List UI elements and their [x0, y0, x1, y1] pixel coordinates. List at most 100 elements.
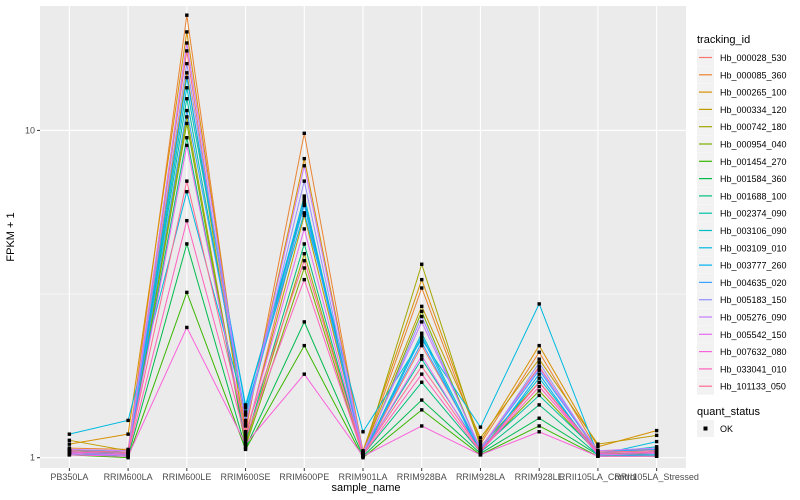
data-point [537, 384, 541, 389]
data-point [185, 242, 189, 246]
data-point [361, 430, 365, 434]
data-point [537, 366, 541, 370]
data-point [420, 343, 424, 348]
data-point [478, 453, 483, 457]
data-point [185, 325, 189, 330]
data-point [537, 416, 541, 420]
data-point [185, 143, 189, 148]
data-point [185, 71, 189, 75]
data-point [302, 179, 306, 183]
legend-label: Hb_000334_120 [720, 105, 787, 115]
data-point [537, 343, 541, 348]
data-point [185, 115, 189, 119]
legend-label: Hb_002374_090 [720, 209, 787, 219]
data-point [478, 442, 483, 446]
data-point [302, 213, 306, 218]
x-tick-label: RRIM928BA [397, 472, 447, 482]
color-legend-title: tracking_id [697, 34, 750, 46]
data-point [126, 418, 130, 423]
data-point [420, 309, 424, 314]
data-point [537, 424, 541, 428]
legend-label: Hb_003106_090 [720, 226, 787, 236]
data-point [67, 442, 72, 446]
data-point [420, 334, 424, 338]
data-point [596, 445, 600, 449]
data-point [243, 418, 248, 423]
x-tick-label: RRIM600PE [279, 472, 329, 482]
x-axis-title: sample_name [331, 482, 400, 494]
data-point [126, 454, 130, 458]
legend-label: Hb_000742_180 [720, 122, 787, 132]
data-point [243, 436, 248, 440]
x-tick-label: RRIM600LE [162, 472, 211, 482]
data-point [537, 368, 541, 372]
legend-label: Hb_001688_100 [720, 191, 787, 201]
series-layer [67, 13, 659, 460]
data-point [185, 13, 189, 17]
data-point [67, 453, 72, 457]
x-tick-label: PB350LA [50, 472, 88, 482]
data-point [420, 286, 424, 290]
shape-legend-symbol [703, 426, 708, 431]
data-point [67, 449, 72, 453]
shape-legend-label: OK [720, 424, 733, 434]
data-point [537, 361, 541, 365]
data-point [243, 420, 248, 425]
data-point [537, 302, 541, 306]
data-point [302, 194, 306, 198]
data-point [185, 97, 189, 101]
data-point [420, 337, 424, 342]
data-point [302, 252, 306, 256]
data-point [302, 320, 306, 324]
data-point [420, 331, 424, 335]
data-point [243, 432, 248, 436]
data-point [478, 425, 483, 429]
data-point [185, 121, 189, 126]
legend-label: Hb_001454_270 [720, 157, 787, 167]
data-point [185, 218, 189, 223]
x-tick-label: RRIM928LE [515, 472, 564, 482]
data-point [537, 430, 541, 434]
data-point [302, 211, 306, 215]
data-point [243, 439, 248, 444]
legend-label: Hb_005542_150 [720, 330, 787, 340]
data-point [243, 430, 248, 434]
data-point [185, 179, 189, 183]
data-point [420, 262, 424, 266]
data-point [185, 41, 189, 45]
data-point [537, 357, 541, 361]
plot-panel [40, 6, 686, 468]
data-point [302, 203, 306, 208]
data-point [302, 258, 306, 263]
color-legend-items: Hb_000028_530 Hb_000085_360 Hb_000265_100 H… [697, 49, 787, 395]
data-point [420, 380, 424, 384]
data-point [126, 450, 130, 454]
data-point [420, 372, 424, 376]
data-point [185, 75, 189, 80]
data-point [185, 86, 189, 90]
data-point [420, 277, 424, 282]
data-point [302, 164, 306, 168]
legend-label: Hb_005276_090 [720, 313, 787, 323]
data-point [243, 410, 248, 414]
data-point [302, 198, 306, 203]
data-point [185, 49, 189, 53]
data-point [537, 372, 541, 376]
data-point [478, 446, 483, 450]
data-point [537, 350, 541, 354]
data-point [243, 442, 248, 446]
data-point [654, 454, 659, 458]
data-point [243, 423, 248, 427]
data-point [654, 439, 659, 444]
data-point [596, 442, 600, 446]
legend-label: Hb_000085_360 [720, 70, 787, 80]
y-tick-label: 10 [25, 125, 35, 135]
data-point [420, 408, 424, 412]
y-axis-title: FPKM + 1 [5, 212, 17, 261]
data-point [420, 340, 424, 345]
data-point [537, 393, 541, 398]
legend-label: Hb_000028_530 [720, 53, 787, 63]
data-point [67, 438, 72, 443]
data-point [478, 436, 483, 440]
